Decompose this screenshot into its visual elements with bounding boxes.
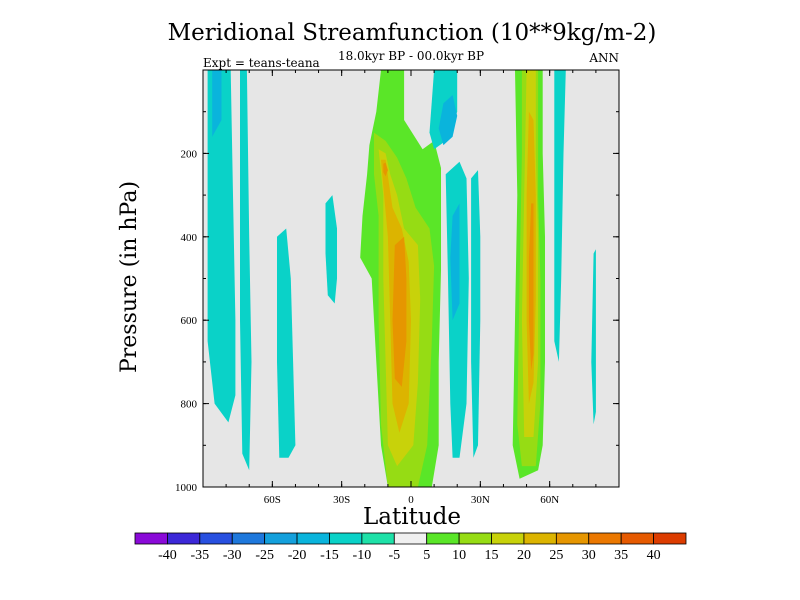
colorbar-label: -40: [158, 548, 177, 563]
season-label: ANN: [588, 51, 619, 65]
colorbar-label: -15: [320, 548, 339, 563]
colorbar-box: [329, 532, 363, 545]
experiment-label: Expt = teans-teana: [203, 56, 320, 70]
contour-region-nh-ferrel-30: [528, 203, 534, 371]
colorbar-label: 35: [614, 548, 628, 563]
contour-region-sh-midlat-cell: [277, 228, 296, 458]
contour-region-sh-polar-cell: [207, 70, 236, 423]
colorbar-box: [134, 532, 168, 545]
colorbar-box: [458, 532, 492, 545]
contour-region-nh-polar-thin: [591, 249, 596, 425]
x-tick-label: 60N: [540, 494, 559, 506]
colorbar-box: [653, 532, 687, 545]
chart-subtitle: 18.0kyr BP - 00.0kyr BP: [338, 49, 484, 63]
y-axis-label: Pressure (in hPa): [117, 181, 142, 373]
colorbar-box: [523, 532, 557, 545]
colorbar-box: [491, 532, 525, 545]
colorbar-box: [361, 532, 395, 545]
colorbar-box: [620, 532, 654, 545]
x-tick-label: 0: [408, 494, 414, 506]
colorbar-label: -5: [388, 548, 400, 563]
colorbar-label: -35: [190, 548, 209, 563]
colorbar-box: [231, 532, 266, 545]
y-tick-label: 200: [181, 148, 198, 160]
colorbar-label: 40: [647, 548, 661, 563]
colorbar-label: -10: [353, 548, 372, 563]
colorbar-label: -25: [255, 548, 274, 563]
colorbar-box: [555, 532, 590, 545]
contour-region-nh-deep-neg-band: [445, 161, 469, 458]
contour-region-nh-deep-neg-core: [450, 203, 460, 321]
y-tick-label: 400: [181, 232, 198, 244]
colorbar-label: -30: [223, 548, 242, 563]
colorbar-label: 30: [582, 548, 596, 563]
colorbar-box: [393, 532, 428, 545]
plot-area: 60S 30S 0 30N 60N 200 400 600 800 1000: [175, 69, 620, 506]
contour-region-nh-inner-band: [471, 170, 481, 458]
contour-region-sh-ferrel-edge: [325, 195, 337, 304]
colorbar-label: -20: [288, 548, 307, 563]
contour-region-tropical-core-30-upper: [383, 162, 388, 177]
contour-region-sh-narrow-band: [240, 70, 252, 471]
colorbar-label: 15: [485, 548, 499, 563]
chart-title: Meridional Streamfunction (10**9kg/m-2): [168, 20, 657, 46]
colorbar-box: [426, 532, 460, 545]
contour-region-nh-neg-cell-15: [438, 95, 458, 146]
x-axis-label: Latitude: [363, 504, 461, 530]
x-tick-label: 30S: [333, 494, 350, 506]
y-tick-label: 1000: [175, 482, 198, 494]
colorbar-box: [264, 532, 298, 545]
colorbar-box: [296, 532, 330, 545]
x-tick-label: 60S: [264, 494, 281, 506]
y-tick-label: 800: [181, 399, 198, 411]
colorbar-label: 10: [452, 548, 466, 563]
colorbar-box: [167, 532, 201, 545]
y-tick-label: 600: [181, 315, 198, 327]
colorbar-label: 25: [549, 548, 563, 563]
colorbar: -40 -35 -30 -25 -20 -15 -10 -5 5 10 15 20 25 30 35 40: [134, 532, 687, 563]
contour-region-sh-polar-cell-core: [212, 70, 222, 137]
colorbar-label: 20: [517, 548, 531, 563]
contour-region-tropical-cell-30: [392, 236, 407, 387]
colorbar-label: 5: [423, 548, 430, 563]
contour-region-nh-polar-neg-band: [554, 70, 566, 362]
colorbar-box: [588, 532, 622, 545]
colorbar-box: [199, 532, 233, 545]
x-tick-label: 30N: [471, 494, 490, 506]
